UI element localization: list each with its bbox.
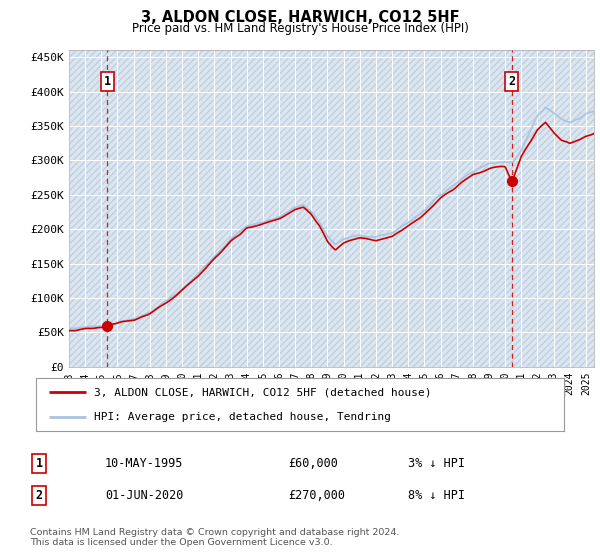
Text: 1: 1 <box>35 457 43 470</box>
Text: 8% ↓ HPI: 8% ↓ HPI <box>408 489 465 502</box>
Text: 01-JUN-2020: 01-JUN-2020 <box>105 489 184 502</box>
Text: 3, ALDON CLOSE, HARWICH, CO12 5HF (detached house): 3, ALDON CLOSE, HARWICH, CO12 5HF (detac… <box>94 388 431 398</box>
Text: HPI: Average price, detached house, Tendring: HPI: Average price, detached house, Tend… <box>94 412 391 422</box>
Text: 10-MAY-1995: 10-MAY-1995 <box>105 457 184 470</box>
Text: Price paid vs. HM Land Registry's House Price Index (HPI): Price paid vs. HM Land Registry's House … <box>131 22 469 35</box>
Text: 2: 2 <box>35 489 43 502</box>
Text: 3, ALDON CLOSE, HARWICH, CO12 5HF: 3, ALDON CLOSE, HARWICH, CO12 5HF <box>140 10 460 25</box>
Text: £270,000: £270,000 <box>288 489 345 502</box>
Text: 3% ↓ HPI: 3% ↓ HPI <box>408 457 465 470</box>
Text: Contains HM Land Registry data © Crown copyright and database right 2024.
This d: Contains HM Land Registry data © Crown c… <box>30 528 400 547</box>
Text: 1: 1 <box>104 75 110 88</box>
Text: 2: 2 <box>508 75 515 88</box>
Text: £60,000: £60,000 <box>288 457 338 470</box>
